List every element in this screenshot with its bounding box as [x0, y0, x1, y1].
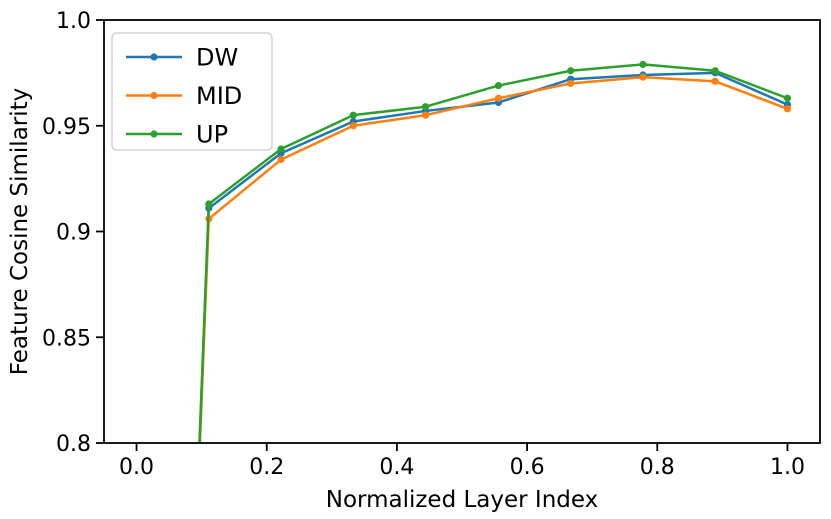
legend-label: MID [196, 82, 242, 110]
series-marker-up [277, 145, 285, 153]
legend-box [111, 32, 273, 151]
series-marker-up [639, 60, 647, 69]
x-axis-label: Normalized Layer Index [326, 487, 599, 513]
series-marker-up [349, 111, 357, 119]
series-group [198, 60, 792, 443]
legend-swatch-marker [150, 53, 158, 61]
series-marker-mid [711, 77, 719, 85]
series-marker-mid [349, 122, 357, 130]
series-marker-up [783, 94, 792, 102]
series-marker-up [711, 67, 719, 75]
series-line-up [198, 63, 789, 443]
series-marker-up [205, 200, 213, 208]
series-marker-up [567, 67, 575, 75]
legend-label: UP [196, 121, 228, 149]
x-tick-label: 0.4 [379, 455, 414, 480]
x-tick-label: 0.6 [510, 455, 545, 480]
series-line-mid [198, 75, 789, 443]
y-tick-label: 0.9 [56, 221, 91, 246]
y-tick-label: 0.85 [42, 326, 91, 351]
series-marker-mid [567, 79, 575, 88]
series-marker-mid [494, 94, 503, 102]
legend-item-dw: DW [126, 44, 238, 72]
series-marker-up [421, 103, 430, 111]
series-marker-mid [421, 111, 430, 119]
series-marker-up [494, 81, 503, 90]
x-tick-label: 0.2 [249, 455, 284, 480]
x-tick-label: 0.8 [640, 455, 675, 480]
legend-item-up: UP [126, 121, 228, 149]
series-marker-mid [639, 73, 647, 81]
y-axis-label: Feature Cosine Similarity [7, 88, 33, 376]
legend: DW MID UP [111, 32, 273, 151]
series-marker-mid [783, 105, 792, 113]
series-marker-mid [277, 155, 285, 164]
y-tick-label: 0.95 [42, 115, 91, 140]
plot-area: 0.0 0.2 0.4 0.6 0.8 1.0 0.8 0.85 0.9 0.95 1.0 DW MID… [42, 9, 821, 480]
x-tick-label: 1.0 [770, 455, 805, 480]
x-tick-label: 0.0 [119, 455, 154, 480]
y-tick-label: 0.8 [56, 432, 91, 457]
legend-swatch-marker [150, 130, 158, 138]
legend-label: DW [196, 44, 238, 72]
legend-item-mid: MID [126, 82, 242, 110]
legend-swatch-marker [150, 91, 158, 100]
y-tick-label: 1.0 [56, 9, 91, 34]
